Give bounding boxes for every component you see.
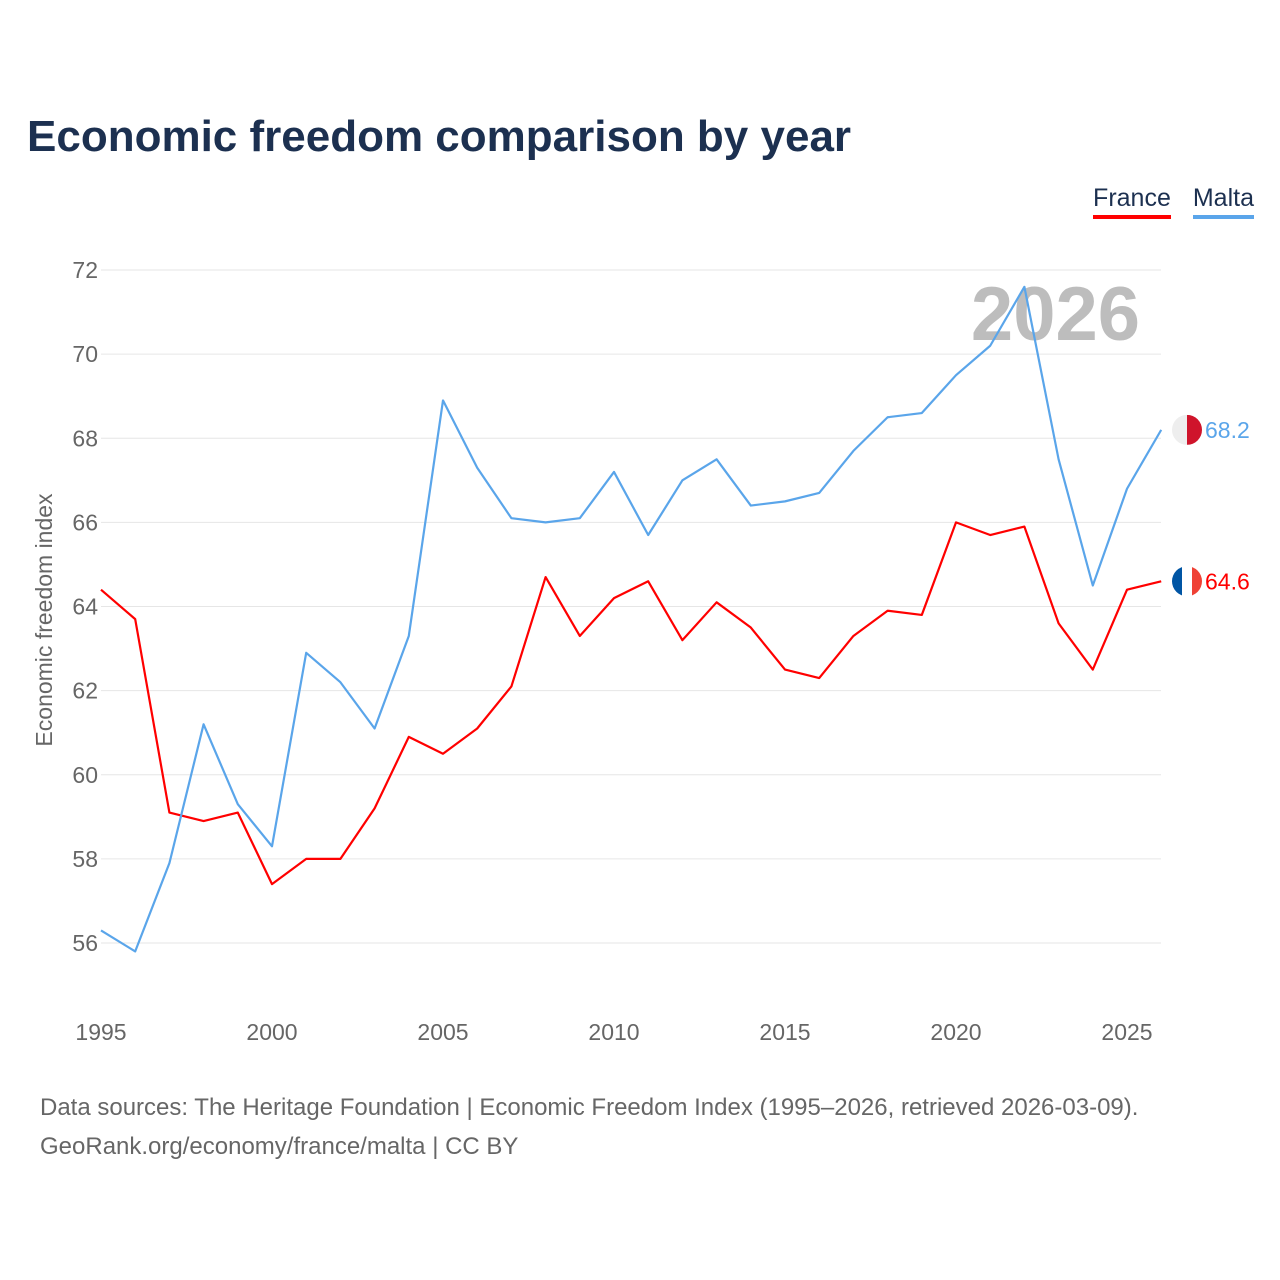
legend: France Malta [1093, 184, 1254, 219]
y-tick-label: 58 [72, 846, 98, 872]
flag-france-white [1182, 566, 1192, 597]
y-tick-label: 68 [72, 425, 98, 451]
y-tick-label: 72 [72, 257, 98, 283]
x-tick-label: 2010 [588, 1019, 639, 1045]
chart-title: Economic freedom comparison by year [27, 112, 852, 161]
x-tick-label: 2020 [930, 1019, 981, 1045]
x-tick-label: 2005 [417, 1019, 468, 1045]
end-value-label: 68.2 [1205, 417, 1250, 443]
source-line-1: Data sources: The Heritage Foundation | … [40, 1094, 1139, 1121]
x-tick-label: 1995 [75, 1019, 126, 1045]
y-tick-label: 64 [72, 594, 98, 620]
series-line-france [100, 521, 1162, 886]
flag-france-blue [1172, 566, 1182, 597]
x-tick-label: 2025 [1101, 1019, 1152, 1045]
y-tick-label: 60 [72, 762, 98, 788]
legend-france[interactable]: France [1093, 184, 1171, 219]
data-source: Data sources: The Heritage Foundation | … [40, 1088, 1138, 1166]
y-tick-label: 62 [72, 678, 98, 704]
flag-malta-red [1187, 414, 1202, 445]
year-watermark: 2026 [971, 272, 1140, 357]
y-axis-label: Economic freedom index [31, 493, 57, 747]
source-line-2: GeoRank.org/economy/france/malta | CC BY [40, 1133, 519, 1160]
series-line-malta [100, 285, 1163, 953]
legend-malta[interactable]: Malta [1192, 184, 1254, 219]
y-tick-label: 56 [72, 930, 98, 956]
end-value-label: 64.6 [1205, 568, 1250, 594]
y-tick-label: 70 [72, 341, 98, 367]
flag-malta-white [1172, 414, 1187, 445]
x-tick-label: 2000 [246, 1019, 297, 1045]
flag-france-red [1192, 566, 1202, 597]
x-tick-label: 2015 [759, 1019, 810, 1045]
y-tick-label: 66 [72, 509, 98, 535]
